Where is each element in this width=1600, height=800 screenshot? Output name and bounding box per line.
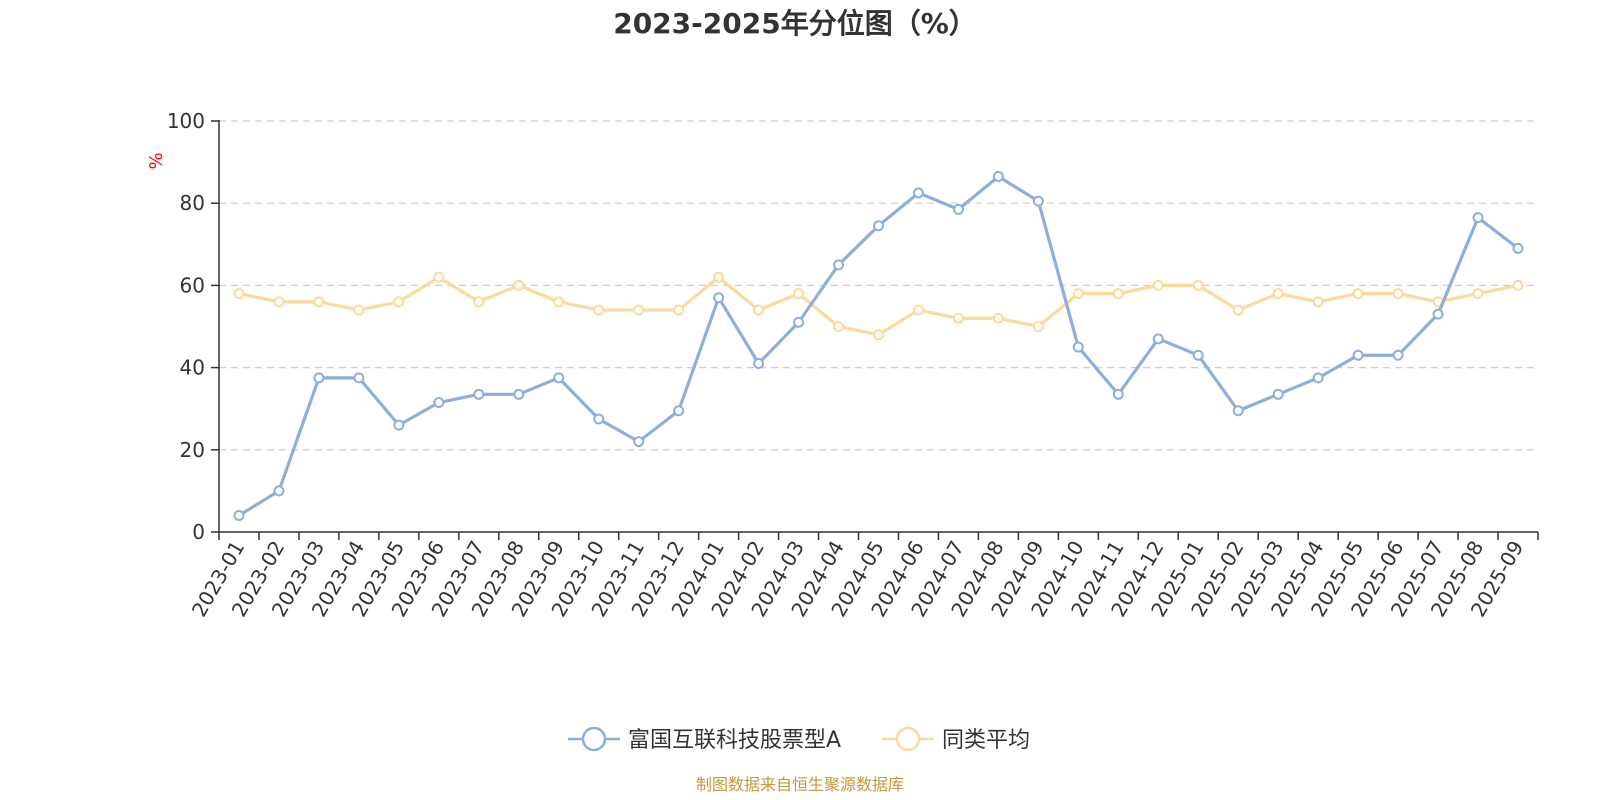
series-1-point xyxy=(793,288,805,300)
series-0-point xyxy=(912,187,924,199)
series-1-point xyxy=(1032,321,1044,332)
series-1-point xyxy=(912,304,924,316)
grid-lines xyxy=(219,120,1538,451)
series-0-point xyxy=(793,316,805,328)
series-0-point xyxy=(1032,195,1044,207)
series-0-point xyxy=(673,405,685,417)
series-1-point xyxy=(952,312,964,324)
series-0-point xyxy=(393,419,405,431)
chart-title: 2023-2025年分位图（%） xyxy=(613,7,977,40)
series-0-point xyxy=(1432,308,1444,320)
series-1-point xyxy=(1232,304,1244,316)
y-tick-label: 60 xyxy=(180,273,205,297)
series-0-point xyxy=(1072,341,1084,353)
series-1-point xyxy=(1152,279,1164,291)
series-1-point xyxy=(833,321,845,332)
series-1-point xyxy=(313,296,325,308)
series-0-point xyxy=(233,510,245,522)
series-0-point xyxy=(833,259,845,271)
data-source-note: 制图数据来自恒生聚源数据库 xyxy=(696,775,904,794)
series-1-point xyxy=(553,296,565,308)
series-0-point xyxy=(433,397,445,409)
series-1-point xyxy=(713,271,725,283)
series-1-point xyxy=(633,304,645,316)
series-1-point xyxy=(1072,288,1084,300)
series-1-point xyxy=(1512,279,1524,291)
series-1-point xyxy=(393,296,405,308)
series-1-point xyxy=(353,304,365,316)
series-0-point xyxy=(753,357,765,369)
series-1-point xyxy=(273,296,285,308)
series-0-point xyxy=(593,413,605,425)
series-0-point xyxy=(713,292,725,304)
series-0-point xyxy=(1272,388,1284,400)
series-0-point xyxy=(1392,349,1404,361)
series-1-point xyxy=(673,304,685,316)
series-0-point xyxy=(1312,372,1324,384)
series-0-point xyxy=(473,388,485,400)
series-1-point xyxy=(473,296,485,308)
series-0-point xyxy=(1472,212,1484,224)
series-1-point xyxy=(1272,288,1284,300)
y-axis-unit-label: % xyxy=(146,152,167,169)
y-tick-label: 100 xyxy=(167,109,205,133)
series-1-point xyxy=(1312,296,1324,308)
series-1-point xyxy=(1392,288,1404,300)
series-1-point xyxy=(1352,288,1364,300)
series-0-point xyxy=(513,388,525,400)
y-tick-label: 80 xyxy=(180,191,205,215)
series-0-point xyxy=(633,436,645,448)
series-0-point xyxy=(1232,405,1244,417)
y-tick-label: 40 xyxy=(180,356,205,380)
series-1-point xyxy=(753,304,765,316)
y-tick-label: 0 xyxy=(192,520,205,544)
series-0-point xyxy=(553,372,565,384)
legend: 富国互联科技股票型A 同类平均 xyxy=(568,726,1030,753)
series-0-point xyxy=(1512,242,1524,254)
series-lines xyxy=(233,170,1524,522)
series-0-point xyxy=(1152,333,1164,345)
y-tick-label: 20 xyxy=(180,438,205,462)
series-0-point xyxy=(313,372,325,384)
series-0-point xyxy=(1352,349,1364,361)
series-0-point xyxy=(273,485,285,497)
series-1-point xyxy=(1112,288,1124,300)
series-1-point xyxy=(873,329,884,341)
series-0-point xyxy=(873,220,884,232)
series-1-point xyxy=(513,279,525,291)
legend-label-0: 富国互联科技股票型A xyxy=(628,728,841,753)
series-1-point xyxy=(593,304,605,316)
series-0-point xyxy=(992,170,1004,182)
series-1-point xyxy=(1472,288,1484,300)
legend-marker-0 xyxy=(581,726,607,752)
series-1-point xyxy=(992,312,1004,324)
series-0-point xyxy=(952,203,964,215)
series-0-point xyxy=(1112,388,1124,400)
series-0-point xyxy=(353,372,365,384)
series-1-point xyxy=(233,288,245,300)
legend-marker-1 xyxy=(895,726,921,752)
series-0-point xyxy=(1192,349,1204,361)
axes: 0204060801002023-012023-022023-032023-04… xyxy=(167,109,1539,621)
series-1-point xyxy=(433,271,445,283)
legend-label-1: 同类平均 xyxy=(942,728,1030,753)
series-1-point xyxy=(1192,279,1204,291)
